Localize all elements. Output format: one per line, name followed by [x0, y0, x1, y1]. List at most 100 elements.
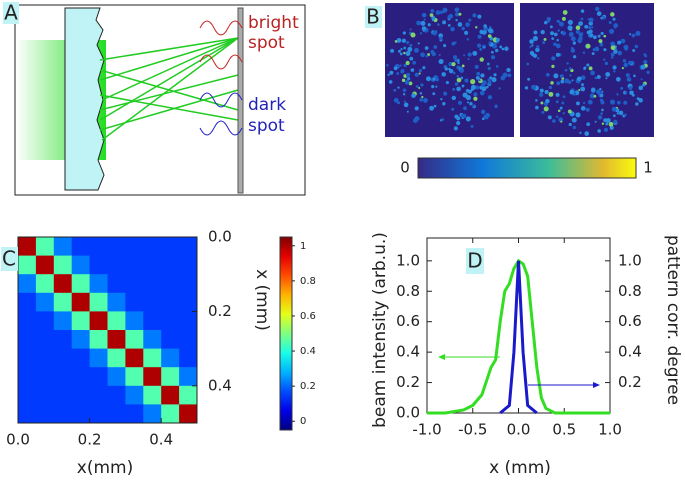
speckle: [491, 77, 497, 83]
speckle: [435, 77, 439, 82]
speckle: [405, 72, 411, 78]
heatmap-cell: [179, 330, 198, 350]
speckle: [610, 45, 616, 51]
y-tick-label: 0.2: [396, 373, 420, 391]
speckle: [613, 119, 618, 124]
speckle: [561, 101, 565, 105]
speckle: [418, 72, 421, 75]
series-line: [499, 260, 538, 415]
speckle: [454, 58, 458, 63]
speckle: [533, 30, 538, 35]
heatmap-cell: [53, 255, 73, 275]
heatmap-cell: [53, 311, 73, 331]
speckle: [460, 76, 464, 80]
speckle: [470, 84, 477, 90]
heatmap-cell: [71, 292, 91, 312]
heatmap-cell: [35, 237, 55, 257]
colorbar: [417, 157, 637, 179]
heatmap-cell: [89, 274, 108, 294]
speckle: [456, 121, 461, 126]
speckle: [399, 52, 403, 56]
colorbar-label: 0.6: [300, 311, 316, 322]
speckle: [420, 20, 426, 26]
panel-label: D: [467, 249, 482, 273]
heatmap-cell: [179, 404, 198, 424]
speckle: [479, 57, 484, 62]
speckle: [594, 46, 600, 52]
x-tick-label: 0.2: [78, 431, 102, 449]
speckle: [531, 84, 537, 90]
speckle: [457, 117, 460, 120]
wave: [199, 92, 243, 108]
speckle: [462, 92, 468, 98]
y-tick-label: 0.8: [396, 282, 420, 300]
y2-tick-label: 0.6: [618, 312, 642, 330]
heatmap-cell: [107, 292, 126, 312]
heatmap-cell: [161, 255, 180, 275]
speckle: [405, 60, 410, 66]
speckle: [461, 64, 465, 68]
annotation: spot: [248, 33, 285, 53]
speckle: [466, 101, 470, 104]
speckle: [490, 50, 494, 54]
speckle: [465, 22, 470, 27]
speckle: [576, 76, 582, 82]
heatmap-cell: [89, 255, 108, 275]
speckle: [393, 97, 399, 103]
speckle: [442, 20, 447, 25]
speckle: [393, 66, 398, 71]
speckle: [535, 99, 538, 102]
speckle: [592, 48, 596, 52]
heatmap-cell: [161, 404, 180, 424]
speckle: [437, 23, 440, 26]
speckle: [612, 114, 616, 118]
speckle: [464, 78, 469, 83]
speckle: [617, 40, 622, 45]
speckle: [472, 50, 478, 56]
speckle: [624, 91, 628, 94]
speckle: [596, 75, 601, 79]
heatmap-cell: [71, 348, 91, 368]
speckle: [531, 52, 535, 57]
speckle: [427, 23, 431, 27]
speckle: [479, 29, 484, 35]
speckle: [467, 52, 472, 57]
speckle: [590, 70, 595, 76]
speckle: [469, 102, 473, 106]
heatmap-cell: [125, 255, 144, 275]
speckle: [597, 34, 601, 38]
heatmap-cell: [89, 237, 108, 257]
speckle: [418, 68, 423, 73]
speckle: [454, 82, 459, 86]
speckle: [476, 71, 481, 76]
heatmap-cell: [35, 348, 55, 368]
annotation: spot: [248, 116, 285, 136]
speckle: [629, 90, 634, 96]
speckle: [580, 17, 584, 21]
speckle: [433, 104, 437, 108]
heatmap-cell: [161, 330, 180, 350]
speckle: [578, 21, 584, 27]
speckle: [400, 48, 403, 51]
heatmap-cell: [71, 255, 91, 275]
speckle: [618, 110, 624, 116]
speckle: [576, 101, 580, 106]
speckle: [451, 41, 456, 46]
speckle: [453, 126, 458, 131]
speckle: [632, 49, 636, 52]
heatmap-cell: [179, 348, 198, 368]
speckle: [599, 87, 602, 91]
speckle: [387, 73, 390, 77]
speckle: [480, 73, 485, 78]
heatmap-cell: [18, 292, 37, 312]
speckle: [544, 21, 548, 25]
speckle: [451, 95, 457, 101]
speckle: [443, 91, 448, 96]
speckle: [545, 98, 550, 104]
speckle: [421, 26, 427, 31]
speckle: [481, 83, 485, 88]
speckle: [643, 53, 647, 56]
heatmap-cell: [71, 237, 91, 257]
y2-tick-label: 0.8: [618, 282, 642, 300]
